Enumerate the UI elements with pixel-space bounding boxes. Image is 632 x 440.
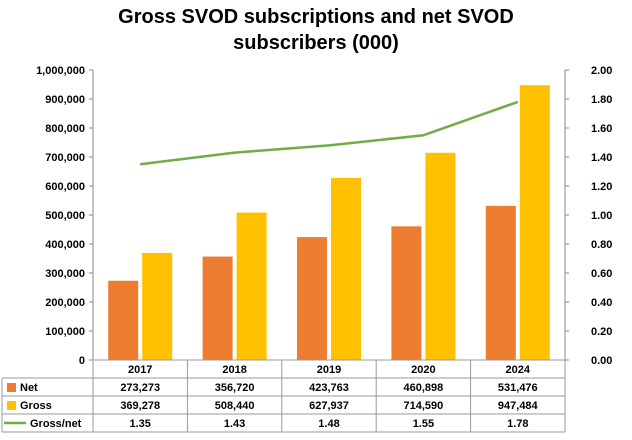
bar-gross-2019	[331, 177, 361, 360]
data-label: 1.35	[129, 418, 150, 430]
x-tick-label: 2020	[411, 364, 435, 376]
left-tick-label: 100,000	[45, 326, 85, 338]
right-tick-label: 0.80	[591, 239, 612, 251]
bar-net-2017	[108, 280, 139, 360]
left-tick-label: 600,000	[45, 181, 85, 193]
bar-gross-2020	[425, 152, 456, 360]
legend-key-net	[7, 383, 16, 392]
data-label: 369,278	[120, 400, 160, 412]
data-label: 714,590	[404, 400, 444, 412]
data-label: 356,720	[215, 382, 255, 394]
bar-net-2024	[485, 205, 516, 360]
data-label: 1.78	[507, 418, 528, 430]
right-tick-label: 0.00	[591, 355, 612, 367]
data-label: 531,476	[498, 382, 538, 394]
bar-net-2019	[297, 237, 327, 360]
left-tick-label: 700,000	[45, 152, 85, 164]
left-tick-label: 800,000	[45, 123, 85, 135]
data-label: 1.43	[224, 418, 245, 430]
legend-label: Gross/net	[30, 418, 82, 430]
chart-title-line-1: Gross SVOD subscriptions and net SVOD	[118, 6, 514, 28]
chart-title-line-2: subscribers (000)	[233, 32, 399, 54]
bar-gross-2024	[519, 85, 550, 360]
bar-net-2018	[202, 256, 233, 360]
right-tick-label: 1.00	[591, 210, 612, 222]
line-gross-net	[140, 100, 519, 166]
right-tick-label: 1.40	[591, 152, 612, 164]
legend-key-gross	[7, 401, 16, 410]
data-label: 947,484	[498, 400, 539, 412]
data-label: 1.55	[413, 418, 434, 430]
right-tick-label: 0.20	[591, 326, 612, 338]
x-tick-label: 2024	[506, 364, 531, 376]
right-tick-label: 1.20	[591, 181, 612, 193]
data-label: 508,440	[215, 400, 255, 412]
right-tick-label: 2.00	[591, 65, 612, 77]
right-tick-label: 1.80	[591, 94, 612, 106]
left-tick-label: 1,000,000	[36, 65, 85, 77]
left-tick-label: 300,000	[45, 268, 85, 280]
right-tick-label: 1.60	[591, 123, 612, 135]
data-label: 460,898	[404, 382, 444, 394]
left-tick-label: 200,000	[45, 297, 85, 309]
data-label: 273,273	[120, 382, 160, 394]
bar-gross-2017	[142, 252, 173, 360]
right-tick-label: 0.60	[591, 268, 612, 280]
data-label: 627,937	[309, 400, 349, 412]
bar-gross-2018	[236, 212, 267, 360]
left-tick-label: 0	[79, 355, 85, 367]
legend-label: Gross	[20, 400, 52, 412]
left-tick-label: 900,000	[45, 94, 85, 106]
x-tick-label: 2017	[128, 364, 152, 376]
x-tick-label: 2018	[222, 364, 246, 376]
data-label: 1.48	[318, 418, 339, 430]
left-tick-label: 500,000	[45, 210, 85, 222]
x-tick-label: 2019	[317, 364, 341, 376]
data-label: 423,763	[309, 382, 349, 394]
bar-net-2020	[391, 226, 422, 360]
legend-label: Net	[20, 382, 38, 394]
left-tick-label: 400,000	[45, 239, 85, 251]
right-tick-label: 0.40	[591, 297, 612, 309]
